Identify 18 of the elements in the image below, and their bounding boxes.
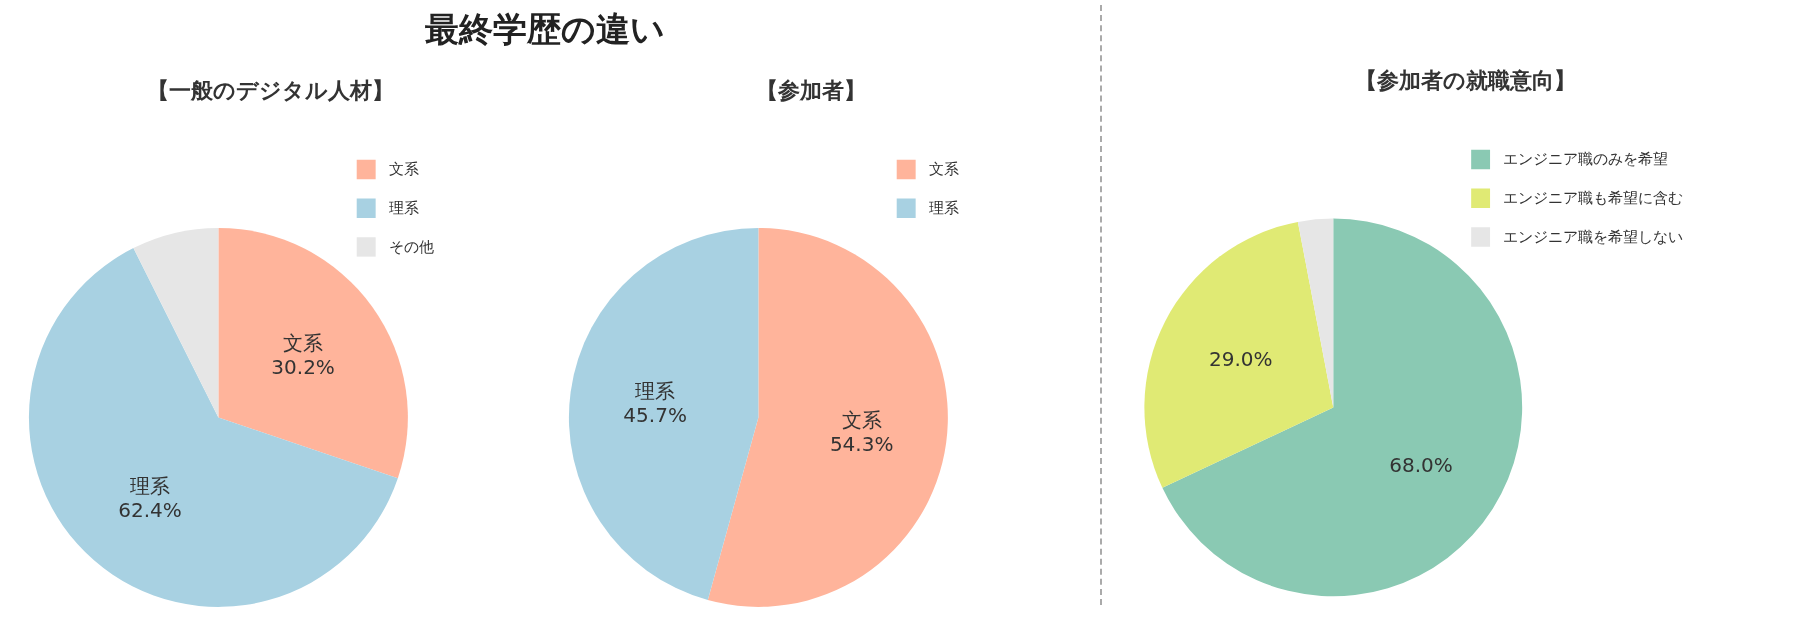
legend-label: エンジニア職のみを希望 [1503,150,1669,169]
legend-label: エンジニア職を希望しない [1503,227,1684,246]
chart-title: 【参加者の就職意向】 [1355,67,1576,93]
legend-label: 文系 [388,160,419,179]
data-label: 理系 62.4% [118,473,182,522]
chart-title: 【参加者】 [755,77,866,103]
legend-label: その他 [388,237,434,256]
data-label: 29.0% [1208,347,1273,372]
legend-label: 理系 [928,199,959,218]
legend-label: 理系 [388,199,419,218]
data-label: 文系 30.2% [271,331,335,380]
data-label: 文系 54.3% [829,407,894,456]
data-label: 68.0% [1389,452,1453,477]
legend-label: 文系 [928,160,959,179]
data-label: 理系 45.7% [623,379,687,428]
legend-label: エンジニア職も希望に含む [1503,189,1684,208]
chart-title: 【一般のデジタル人材】 [147,77,394,103]
text: 最終学歴の違い [425,8,665,51]
